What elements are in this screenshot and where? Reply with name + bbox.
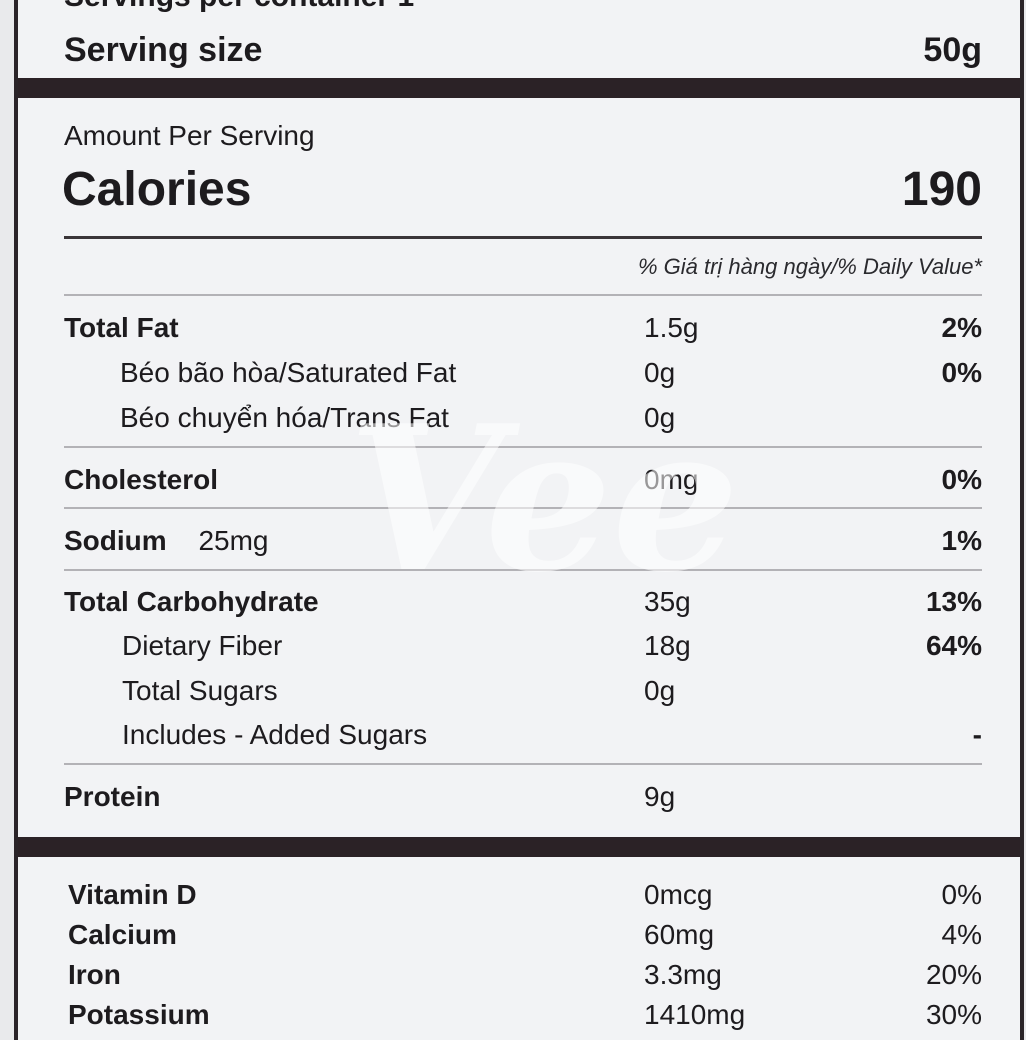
vitamin-name: Iron xyxy=(68,959,121,990)
nutrient-amount: 18g xyxy=(644,630,691,661)
nutrient-name: Sodium xyxy=(64,525,167,556)
nutrient-amount: 0g xyxy=(644,675,676,706)
nutrient-name: Béo bão hòa/Saturated Fat xyxy=(120,357,457,388)
nutrient-dv: 13% xyxy=(925,586,982,617)
serving-size-value: 50g xyxy=(923,31,982,69)
nutrient-dv: 1% xyxy=(941,525,982,556)
divider xyxy=(64,446,982,448)
serving-size-label: Serving size xyxy=(64,31,263,69)
daily-value-header: % Giá trị hàng ngày/% Daily Value* xyxy=(637,254,982,279)
nutrient-amount: 1.5g xyxy=(644,312,699,343)
nutrient-amount: 9g xyxy=(644,781,676,812)
nutrient-amount: 25mg xyxy=(198,525,269,556)
nutrient-name: Cholesterol xyxy=(64,464,219,495)
nutrient-amount: 35g xyxy=(644,586,691,617)
vitamin-name: Potassium xyxy=(68,999,210,1030)
divider xyxy=(64,507,982,509)
nutrient-dv: 64% xyxy=(925,630,982,661)
divider xyxy=(64,294,982,296)
nutrient-amount: 0mg xyxy=(644,464,699,495)
divider xyxy=(64,763,982,765)
divider xyxy=(64,569,982,571)
calories-divider xyxy=(64,236,982,239)
calories-value: 190 xyxy=(901,163,982,216)
vitamin-dv: 0% xyxy=(941,879,982,910)
nutrient-name: Includes - Added Sugars xyxy=(122,719,428,750)
nutrient-name: Total Carbohydrate xyxy=(64,586,319,617)
vitamin-amount: 60mg xyxy=(644,919,715,950)
sodium-row: Sodium 25mg xyxy=(64,525,269,557)
nutrient-name: Total Sugars xyxy=(122,675,278,706)
thick-divider-bottom xyxy=(18,837,1020,857)
vitamin-amount: 1410mg xyxy=(644,999,746,1030)
nutrient-name: Protein xyxy=(64,781,161,812)
thick-divider-top xyxy=(18,78,1020,98)
nutrient-dv: 0% xyxy=(941,357,982,388)
nutrient-dv: 2% xyxy=(941,312,982,343)
nutrient-amount: 0g xyxy=(644,402,676,433)
vitamin-dv: 4% xyxy=(941,919,982,950)
vitamin-amount: 3.3mg xyxy=(644,959,722,990)
nutrient-amount: 0g xyxy=(644,357,676,388)
vitamin-dv: 30% xyxy=(925,999,982,1030)
vitamin-name: Calcium xyxy=(68,919,177,950)
nutrient-name: Béo chuyển hóa/Trans Fat xyxy=(120,402,449,433)
calories-label: Calories xyxy=(62,163,252,216)
nutrient-dv: 0% xyxy=(941,464,982,495)
nutrient-name: Total Fat xyxy=(64,312,179,343)
nutrient-dv: - xyxy=(972,719,982,750)
vitamin-name: Vitamin D xyxy=(68,879,197,910)
vitamin-amount: 0mcg xyxy=(644,879,713,910)
vitamin-dv: 20% xyxy=(925,959,982,990)
amount-per-serving: Amount Per Serving xyxy=(64,120,315,151)
nutrient-name: Dietary Fiber xyxy=(122,630,283,661)
